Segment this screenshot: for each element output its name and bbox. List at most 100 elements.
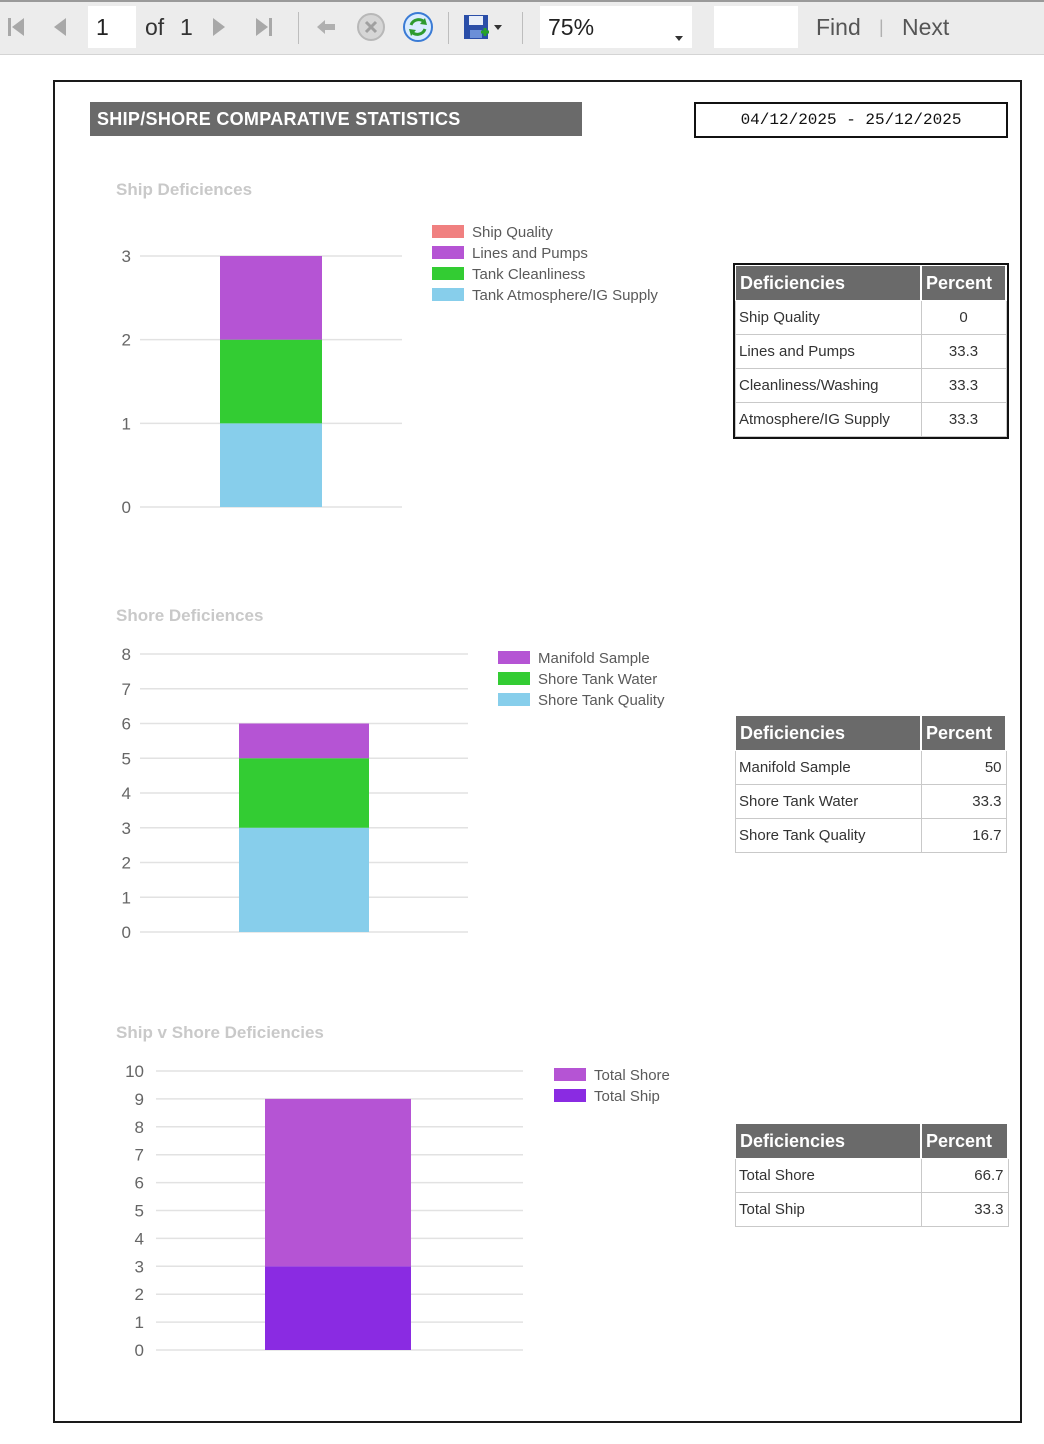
legend-label: Total Shore bbox=[594, 1067, 670, 1084]
y-tick-label: 8 bbox=[122, 645, 131, 664]
legend-swatch bbox=[498, 693, 530, 706]
y-tick-label: 5 bbox=[135, 1202, 144, 1221]
toolbar-separator bbox=[298, 12, 299, 44]
back-arrow-icon bbox=[315, 17, 337, 37]
legend-swatch bbox=[554, 1089, 586, 1102]
column-header-deficiencies: Deficiencies bbox=[735, 1123, 922, 1159]
first-page-button[interactable] bbox=[2, 2, 30, 52]
last-page-icon bbox=[254, 15, 274, 39]
legend-swatch bbox=[498, 651, 530, 664]
legend-label: Ship Quality bbox=[472, 224, 553, 241]
y-tick-label: 8 bbox=[135, 1118, 144, 1137]
y-tick-label: 3 bbox=[122, 247, 131, 266]
bar-segment bbox=[239, 758, 369, 828]
legend-swatch bbox=[554, 1068, 586, 1081]
legend-swatch bbox=[432, 246, 464, 259]
ship-deficiencies-table: Deficiencies Percent Ship Quality 0 Lines… bbox=[733, 263, 1009, 439]
deficiency-name: Shore Tank Quality bbox=[735, 818, 922, 853]
y-tick-label: 9 bbox=[135, 1090, 144, 1109]
zoom-select[interactable]: 75% bbox=[540, 6, 692, 48]
y-tick-label: 1 bbox=[122, 414, 131, 433]
y-tick-label: 4 bbox=[122, 784, 131, 803]
export-button[interactable] bbox=[456, 2, 508, 52]
bar-segment bbox=[220, 339, 322, 424]
deficiency-percent: 50 bbox=[920, 750, 1007, 785]
table-header-row: Deficiencies Percent bbox=[735, 265, 1007, 301]
deficiency-percent: 66.7 bbox=[920, 1158, 1009, 1193]
legend-label: Shore Tank Quality bbox=[538, 692, 665, 709]
legend-swatch bbox=[432, 288, 464, 301]
y-tick-label: 6 bbox=[135, 1174, 144, 1193]
stop-rendering-button[interactable] bbox=[355, 2, 387, 52]
deficiency-percent: 16.7 bbox=[920, 818, 1007, 853]
find-text-input[interactable] bbox=[714, 6, 798, 48]
column-header-percent: Percent bbox=[920, 715, 1007, 751]
y-tick-label: 1 bbox=[122, 888, 131, 907]
y-tick-label: 2 bbox=[135, 1285, 144, 1304]
ship-vs-shore-table: Deficiencies Percent Total Shore 66.7 Tot… bbox=[735, 1123, 1009, 1227]
y-tick-label: 2 bbox=[122, 854, 131, 873]
report-viewer-toolbar: 1 of 1 75% bbox=[0, 0, 1044, 55]
deficiency-name: Total Ship bbox=[735, 1192, 922, 1227]
total-pages: 1 bbox=[180, 13, 193, 40]
deficiency-name: Manifold Sample bbox=[735, 750, 922, 785]
previous-page-icon bbox=[51, 15, 69, 39]
column-header-percent: Percent bbox=[920, 1123, 1009, 1159]
deficiency-percent: 33.3 bbox=[920, 1192, 1009, 1227]
first-page-icon bbox=[6, 15, 26, 39]
column-header-deficiencies: Deficiencies bbox=[735, 715, 922, 751]
y-tick-label: 7 bbox=[135, 1146, 144, 1165]
table-row: Atmosphere/IG Supply 33.3 bbox=[735, 402, 1007, 437]
table-row: Shore Tank Quality 16.7 bbox=[735, 818, 1007, 853]
legend-label: Tank Atmosphere/IG Supply bbox=[472, 287, 658, 304]
legend-swatch bbox=[498, 672, 530, 685]
bar-segment bbox=[239, 723, 369, 759]
column-header-deficiencies: Deficiencies bbox=[735, 265, 922, 301]
chart-title: Shore Deficiences bbox=[116, 606, 263, 625]
table-row: Shore Tank Water 33.3 bbox=[735, 784, 1007, 819]
table-row: Cleanliness/Washing 33.3 bbox=[735, 368, 1007, 403]
deficiency-percent: 33.3 bbox=[920, 334, 1007, 369]
legend-label: Shore Tank Water bbox=[538, 671, 657, 688]
bar-segment bbox=[220, 256, 322, 340]
find-button[interactable]: Find bbox=[816, 13, 861, 40]
column-header-percent: Percent bbox=[920, 265, 1007, 301]
zoom-value: 75% bbox=[548, 13, 595, 40]
table-row: Total Ship 33.3 bbox=[735, 1192, 1009, 1227]
y-tick-label: 0 bbox=[135, 1341, 144, 1360]
page-number-value: 1 bbox=[96, 13, 109, 40]
y-tick-label: 0 bbox=[122, 498, 131, 517]
next-page-button[interactable] bbox=[205, 2, 233, 52]
deficiency-name: Cleanliness/Washing bbox=[735, 368, 922, 403]
y-tick-label: 1 bbox=[135, 1313, 144, 1332]
table-header-row: Deficiencies Percent bbox=[735, 1123, 1009, 1159]
deficiency-name: Atmosphere/IG Supply bbox=[735, 402, 922, 437]
last-page-button[interactable] bbox=[250, 2, 278, 52]
deficiency-percent: 0 bbox=[920, 300, 1007, 335]
report-title: SHIP/SHORE COMPARATIVE STATISTICS bbox=[90, 102, 582, 136]
chevron-down-icon bbox=[493, 23, 503, 31]
deficiency-name: Total Shore bbox=[735, 1158, 922, 1193]
y-tick-label: 4 bbox=[135, 1229, 144, 1248]
back-to-parent-button[interactable] bbox=[312, 2, 340, 52]
y-tick-label: 6 bbox=[122, 715, 131, 734]
next-page-icon bbox=[210, 15, 228, 39]
save-disk-icon bbox=[461, 12, 491, 42]
table-header-row: Deficiencies Percent bbox=[735, 715, 1007, 751]
find-next-button[interactable]: Next bbox=[902, 13, 950, 40]
legend-label: Total Ship bbox=[594, 1088, 660, 1105]
page-number-input[interactable]: 1 bbox=[88, 6, 136, 48]
y-tick-label: 10 bbox=[125, 1062, 144, 1081]
page-of-label: of bbox=[145, 13, 165, 40]
deficiency-percent: 33.3 bbox=[920, 784, 1007, 819]
deficiency-percent: 33.3 bbox=[920, 368, 1007, 403]
table-row: Ship Quality 0 bbox=[735, 300, 1007, 335]
y-tick-label: 7 bbox=[122, 680, 131, 699]
chart-title: Ship Deficiences bbox=[116, 180, 252, 199]
bar-segment bbox=[265, 1266, 411, 1350]
refresh-icon bbox=[402, 11, 434, 43]
previous-page-button[interactable] bbox=[46, 2, 74, 52]
refresh-button[interactable] bbox=[400, 2, 436, 52]
y-tick-label: 3 bbox=[122, 819, 131, 838]
report-date-range: 04/12/2025 - 25/12/2025 bbox=[694, 102, 1008, 138]
